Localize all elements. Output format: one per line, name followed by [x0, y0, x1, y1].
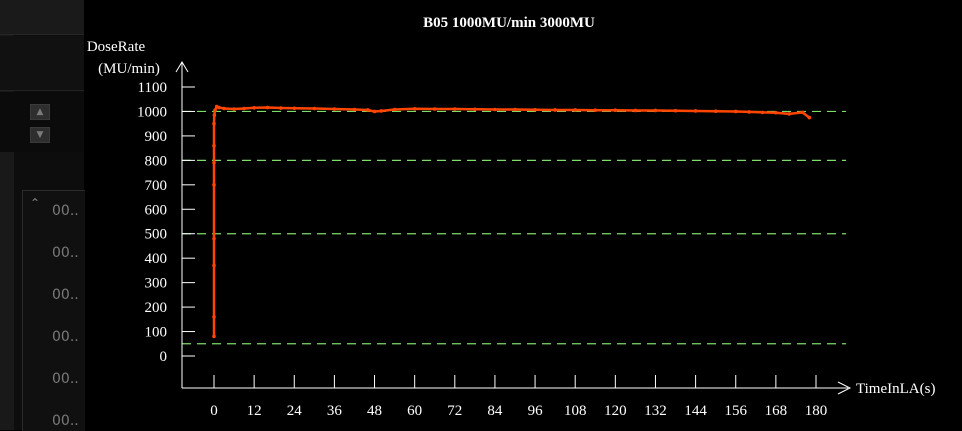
y-tick-label: 100 — [145, 325, 168, 341]
y-axis-label: DoseRate — [87, 39, 146, 55]
panel-header-band — [0, 0, 84, 35]
x-tick-label: 120 — [604, 403, 627, 419]
data-point — [673, 108, 678, 113]
y-tick-label: 600 — [145, 202, 168, 218]
x-axis-label: TimeInLA(s) — [856, 381, 935, 397]
y-tick-label: 700 — [145, 178, 168, 194]
y-tick-label: 500 — [145, 227, 168, 243]
data-point — [633, 108, 638, 113]
y-axis-arrow — [175, 61, 189, 73]
x-tick-label: 60 — [407, 403, 422, 419]
y-tick-label: 900 — [145, 129, 168, 145]
data-point — [212, 143, 216, 148]
data-point — [372, 109, 377, 114]
data-point — [573, 108, 577, 112]
data-point — [379, 109, 384, 113]
data-point — [533, 107, 537, 112]
x-tick-label: 84 — [487, 403, 503, 419]
data-point — [473, 107, 477, 112]
list-item[interactable]: 00.. — [52, 245, 79, 261]
data-point — [787, 112, 792, 116]
y-tick-label: 0 — [160, 349, 168, 365]
y-axis-unit-label: (MU/min) — [98, 61, 160, 77]
list-item[interactable]: 00.. — [52, 413, 79, 429]
data-point — [212, 161, 216, 165]
data-point — [713, 109, 718, 114]
data-point — [232, 107, 236, 111]
x-tick-label: 24 — [287, 403, 303, 419]
x-tick-label: 132 — [644, 403, 667, 419]
data-point — [453, 107, 457, 111]
data-point — [212, 263, 216, 268]
list-item[interactable]: 00.. — [52, 329, 79, 345]
data-point — [252, 105, 256, 110]
data-point — [807, 115, 812, 120]
y-tick-label: 800 — [145, 153, 168, 169]
data-point — [217, 105, 221, 110]
data-point — [800, 110, 805, 115]
x-tick-label: 36 — [327, 403, 343, 419]
data-point — [366, 108, 370, 112]
x-tick-label: 0 — [210, 403, 218, 419]
data-point — [774, 110, 778, 115]
panel-toolbar-band — [0, 36, 84, 91]
chart-title: B05 1000MU/min 3000MU — [423, 15, 595, 31]
data-point — [733, 109, 738, 114]
data-point — [242, 106, 246, 111]
data-point — [212, 236, 216, 241]
data-point — [332, 107, 337, 111]
data-point — [279, 106, 283, 110]
scroll-down-button[interactable]: ▼ — [30, 127, 50, 143]
sort-caret-icon[interactable]: ⌃ — [30, 196, 41, 210]
x-tick-label: 180 — [805, 403, 828, 419]
x-tick-label: 72 — [447, 403, 462, 419]
y-tick-label: 200 — [145, 300, 168, 316]
x-tick-label: 168 — [765, 403, 788, 419]
x-tick-label: 48 — [367, 403, 382, 419]
y-tick-label: 300 — [145, 276, 168, 292]
data-point — [653, 108, 658, 113]
data-point — [412, 106, 417, 111]
data-point — [693, 109, 698, 113]
data-point — [613, 108, 618, 113]
y-tick-label: 400 — [145, 251, 168, 267]
data-point — [593, 108, 598, 113]
x-tick-label: 144 — [684, 403, 707, 419]
data-point — [292, 106, 297, 111]
value-list[interactable] — [22, 190, 85, 431]
data-point — [265, 105, 270, 110]
x-axis-arrow — [837, 381, 852, 395]
x-tick-label: 156 — [724, 403, 747, 419]
data-point — [513, 107, 517, 112]
data-point — [493, 107, 497, 112]
x-tick-label: 96 — [528, 403, 544, 419]
x-tick-label: 12 — [247, 403, 262, 419]
y-tick-label: 1100 — [138, 80, 167, 96]
data-point — [212, 121, 216, 126]
data-point — [212, 334, 216, 339]
list-item[interactable]: 00.. — [52, 203, 79, 219]
data-point — [213, 108, 217, 113]
data-point — [352, 107, 357, 112]
y-tick-label: 1000 — [137, 104, 167, 120]
data-point — [553, 108, 557, 112]
data-point — [392, 107, 397, 112]
data-point — [212, 315, 216, 319]
list-item[interactable]: 00.. — [52, 287, 79, 303]
data-point — [747, 110, 751, 114]
dose-rate-line — [212, 105, 811, 337]
data-point — [212, 113, 217, 117]
scroll-up-button[interactable]: ▲ — [30, 104, 50, 120]
list-item[interactable]: 00.. — [52, 371, 79, 387]
data-point — [760, 110, 765, 115]
data-point — [222, 106, 226, 111]
data-point — [432, 107, 437, 111]
x-tick-label: 108 — [564, 403, 587, 419]
data-point — [312, 106, 317, 111]
data-point — [212, 183, 216, 187]
side-panel: ▲ ▼ ⌃ 00.. 00.. 00.. 00.. 00.. 00.. — [0, 0, 85, 431]
